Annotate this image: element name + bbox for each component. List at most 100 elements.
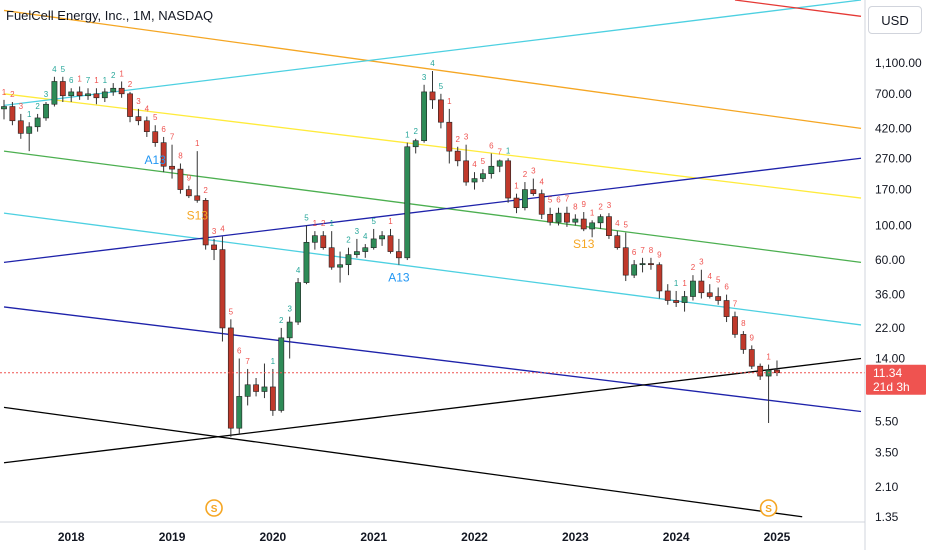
candle-body bbox=[118, 87, 125, 95]
candle-body bbox=[564, 212, 570, 223]
candle-body bbox=[236, 396, 243, 429]
count-label: 4 bbox=[363, 232, 368, 241]
candle-body bbox=[488, 165, 495, 174]
candle-body bbox=[278, 337, 285, 411]
candle-body bbox=[480, 173, 486, 179]
count-label: 4 bbox=[145, 105, 150, 114]
price-tick-label: 2.10 bbox=[875, 480, 899, 494]
candle-body bbox=[169, 165, 175, 170]
candle-body bbox=[698, 280, 705, 294]
trendline bbox=[3, 9, 862, 130]
candle-body bbox=[656, 264, 663, 292]
candle-body bbox=[269, 386, 276, 411]
candle-body bbox=[732, 316, 738, 335]
count-label: 5 bbox=[548, 196, 553, 205]
candle-body bbox=[1, 106, 7, 110]
trendline bbox=[734, 0, 862, 17]
candle-body bbox=[9, 106, 16, 122]
candle-body bbox=[639, 263, 646, 266]
count-label: 3 bbox=[19, 102, 24, 111]
candle-body bbox=[421, 91, 428, 142]
candle-body bbox=[404, 146, 411, 259]
candle-body bbox=[505, 160, 512, 199]
candle-body bbox=[740, 334, 747, 350]
count-label: 3 bbox=[699, 258, 704, 267]
s13-label: S13 bbox=[187, 209, 209, 223]
candle-body bbox=[496, 160, 503, 167]
time-tick-label: 2023 bbox=[562, 530, 589, 544]
a13-label: A13 bbox=[145, 153, 167, 167]
count-label: 3 bbox=[607, 201, 612, 210]
candle-body bbox=[530, 189, 537, 194]
count-label: 1 bbox=[271, 357, 276, 366]
time-tick-label: 2018 bbox=[58, 530, 85, 544]
candle-body bbox=[93, 93, 100, 99]
count-label: 9 bbox=[657, 250, 662, 259]
count-label: 1 bbox=[103, 76, 108, 85]
count-label: 3 bbox=[136, 97, 141, 106]
candle-body bbox=[522, 189, 528, 209]
candles-layer bbox=[1, 71, 780, 437]
candle-body bbox=[345, 254, 352, 266]
price-tick-label: 1.35 bbox=[875, 510, 899, 524]
count-label: 7 bbox=[170, 133, 175, 142]
trendline bbox=[3, 406, 803, 518]
time-tick-label: 2024 bbox=[663, 530, 690, 544]
count-label: 1 bbox=[674, 279, 679, 288]
time-tick-label: 2021 bbox=[360, 530, 387, 544]
count-label: 1 bbox=[405, 131, 410, 140]
trendline bbox=[3, 357, 862, 464]
count-label: 1 bbox=[388, 217, 393, 226]
count-label: 3 bbox=[422, 73, 427, 82]
count-label: 2 bbox=[35, 102, 40, 111]
price-tick-label: 170.00 bbox=[875, 183, 912, 197]
candle-body bbox=[606, 216, 612, 236]
price-tick-label: 5.50 bbox=[875, 415, 899, 429]
count-label: 5 bbox=[153, 113, 158, 122]
candle-body bbox=[463, 160, 470, 183]
count-label: 8 bbox=[741, 319, 746, 328]
candle-body bbox=[715, 296, 722, 301]
s13-label: S13 bbox=[573, 237, 595, 251]
count-label: 2 bbox=[455, 135, 460, 144]
count-label: 1 bbox=[329, 219, 334, 228]
candle-body bbox=[34, 117, 41, 128]
candle-body bbox=[370, 238, 377, 249]
count-label: 3 bbox=[212, 227, 217, 236]
candle-body bbox=[362, 247, 369, 252]
time-tick-label: 2025 bbox=[764, 530, 791, 544]
candle-body bbox=[589, 222, 596, 230]
trendline bbox=[3, 157, 862, 263]
candle-body bbox=[244, 384, 251, 397]
count-label: 7 bbox=[497, 148, 502, 157]
candle-body bbox=[68, 91, 75, 97]
count-label: 2 bbox=[321, 219, 326, 228]
candle-body bbox=[17, 120, 24, 134]
count-label: 2 bbox=[111, 71, 116, 80]
price-tick-label: 36.00 bbox=[875, 288, 905, 302]
candle-body bbox=[110, 87, 117, 93]
time-tick-label: 2019 bbox=[159, 530, 186, 544]
count-label: 3 bbox=[287, 305, 292, 314]
count-label: 2 bbox=[691, 263, 696, 272]
count-label: 1 bbox=[77, 74, 82, 83]
price-tick-label: 100.00 bbox=[875, 218, 912, 232]
candle-body bbox=[311, 235, 318, 243]
candle-body bbox=[295, 282, 301, 323]
time-tick-label: 2022 bbox=[461, 530, 488, 544]
candle-body bbox=[723, 300, 730, 317]
candle-body bbox=[85, 93, 91, 97]
candle-body bbox=[631, 264, 638, 276]
count-label: 7 bbox=[565, 195, 570, 204]
candle-body bbox=[202, 200, 209, 246]
count-label: 4 bbox=[539, 178, 544, 187]
currency-button[interactable]: USD bbox=[868, 6, 922, 34]
count-label: 8 bbox=[649, 246, 654, 255]
candle-body bbox=[43, 103, 49, 119]
count-label: 4 bbox=[430, 59, 435, 68]
candle-body bbox=[395, 251, 402, 259]
candle-body bbox=[261, 386, 268, 392]
